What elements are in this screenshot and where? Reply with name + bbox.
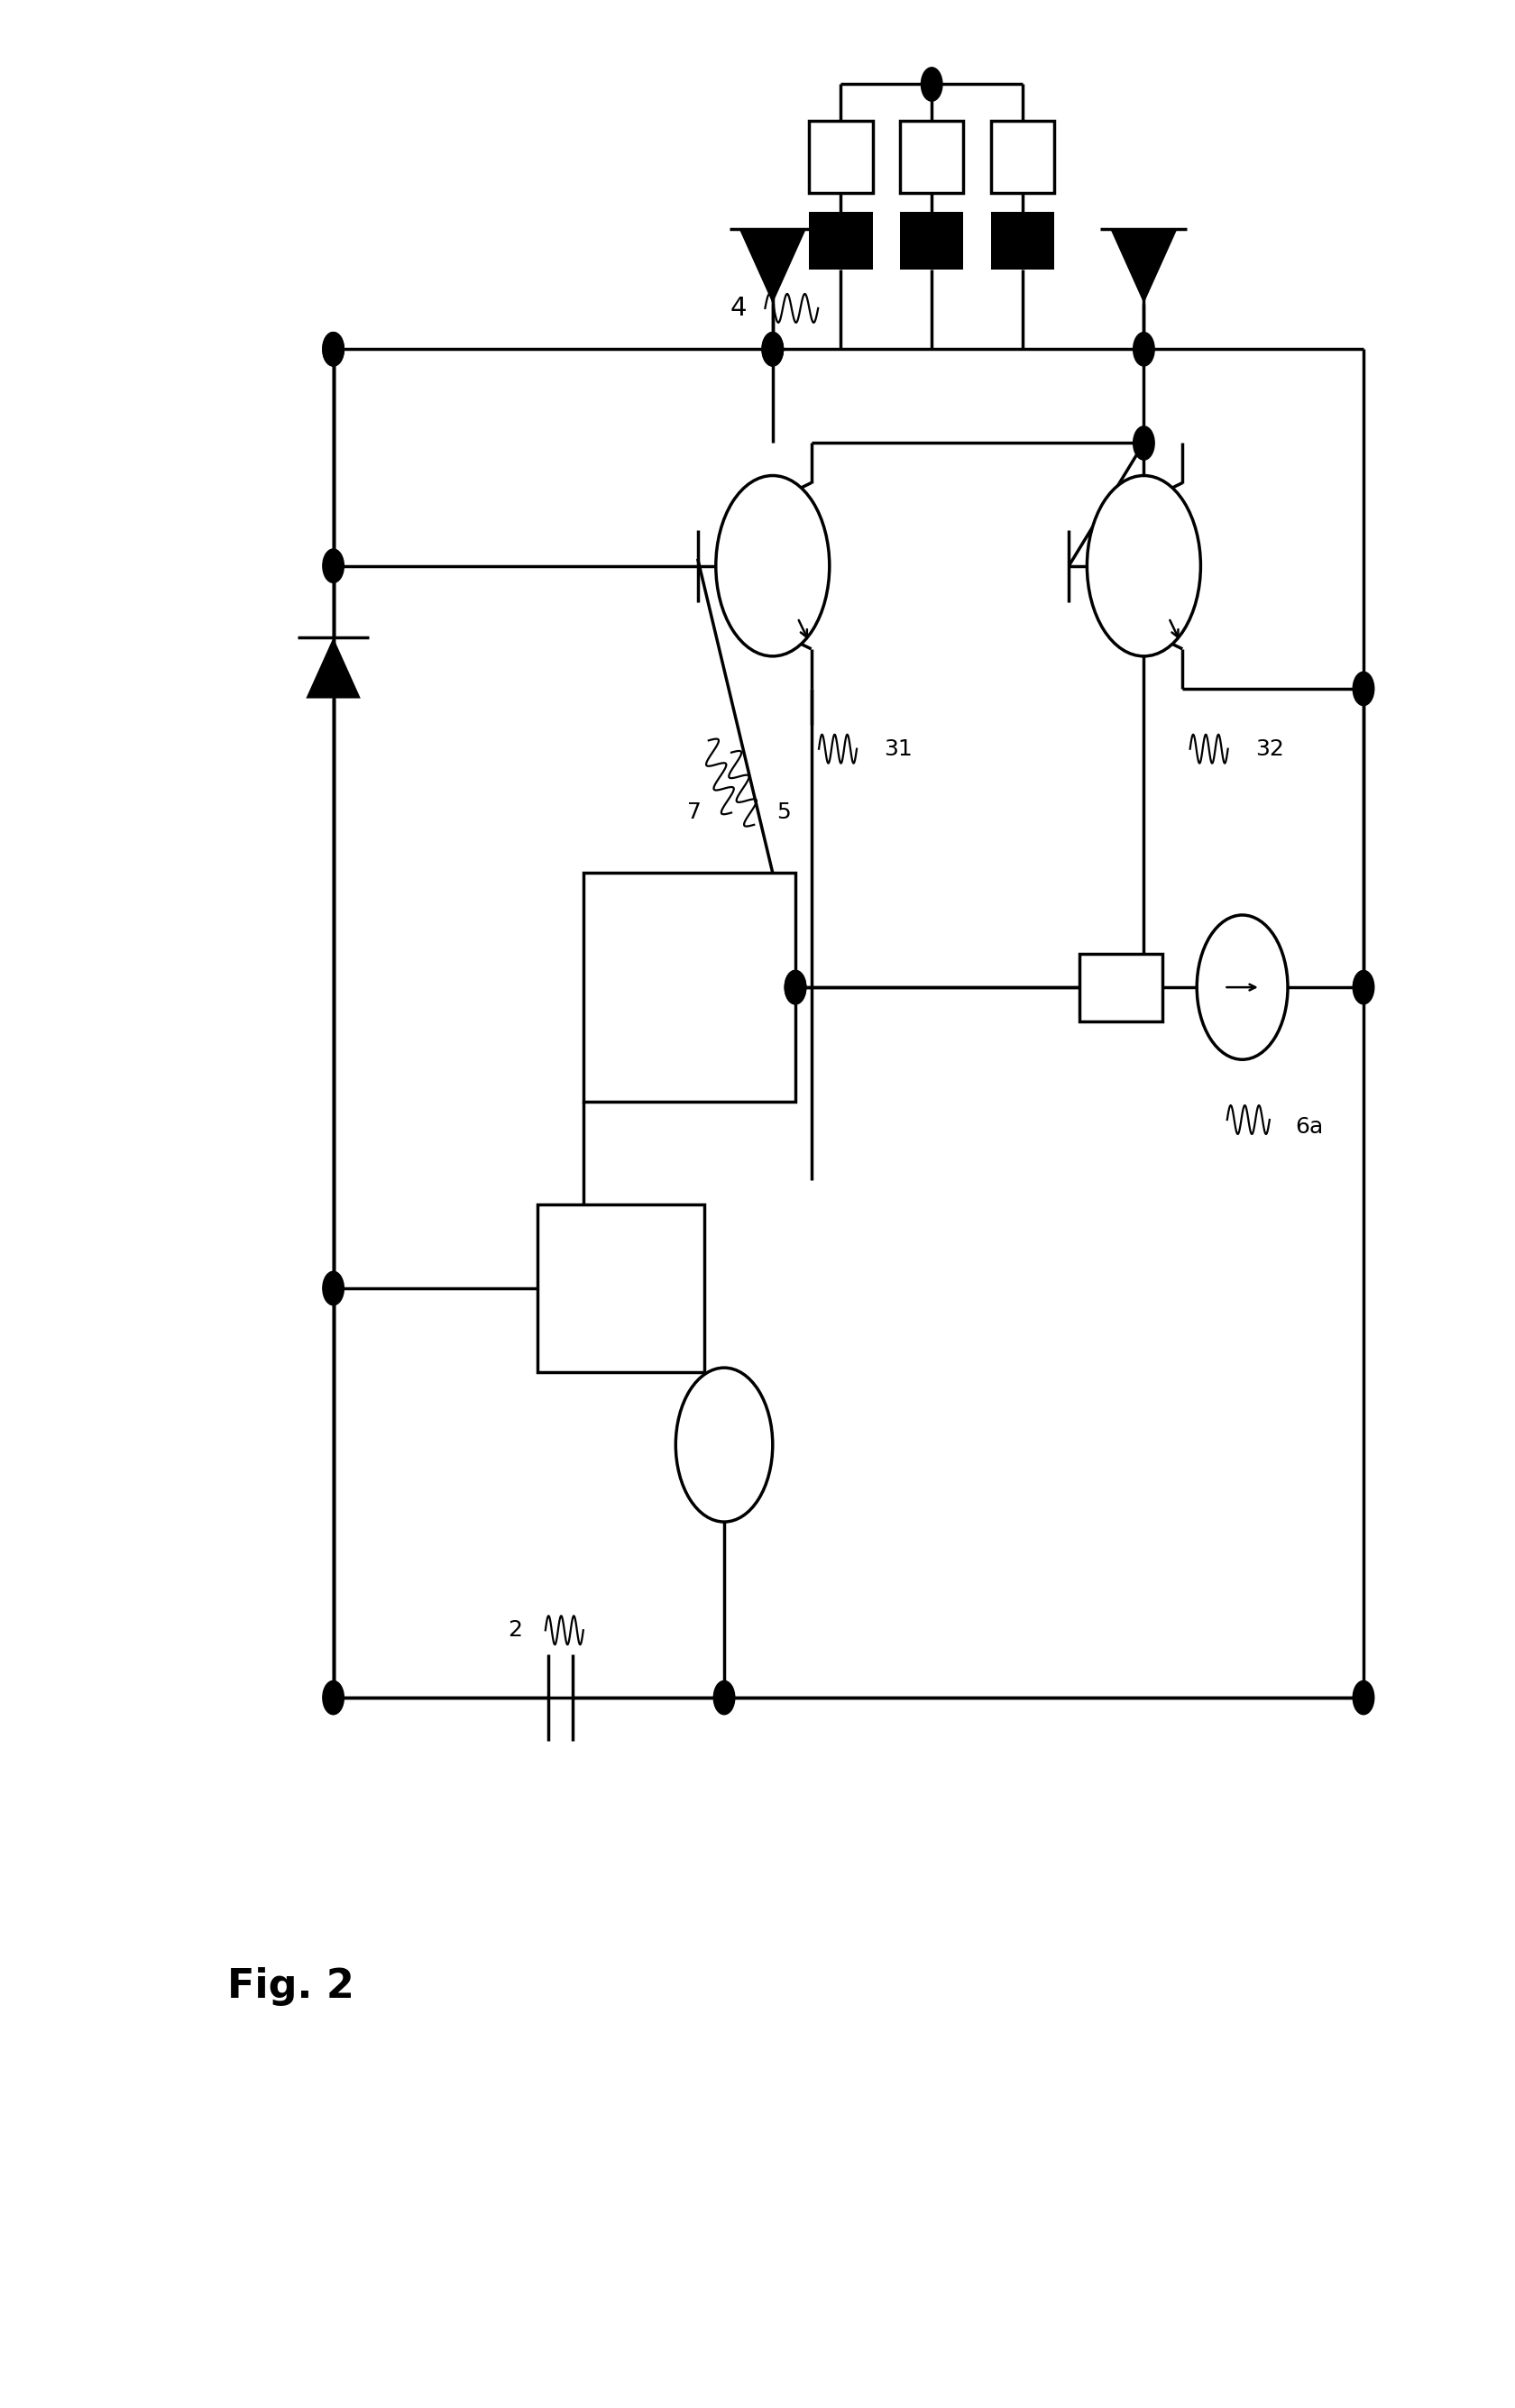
Circle shape <box>1197 915 1288 1060</box>
Circle shape <box>717 477 830 657</box>
Circle shape <box>762 332 783 366</box>
Text: 31: 31 <box>885 739 912 759</box>
Circle shape <box>1353 672 1374 706</box>
Polygon shape <box>739 229 806 303</box>
Bar <box>900 120 964 193</box>
Circle shape <box>1133 332 1154 366</box>
Bar <box>1079 954 1164 1021</box>
Circle shape <box>1353 1681 1374 1714</box>
Text: 5: 5 <box>777 802 791 824</box>
Bar <box>538 1204 704 1373</box>
Circle shape <box>714 1681 735 1714</box>
Bar <box>900 212 964 270</box>
Circle shape <box>323 1271 344 1305</box>
Bar <box>991 120 1054 193</box>
Circle shape <box>676 1368 773 1522</box>
Circle shape <box>323 549 344 583</box>
Polygon shape <box>306 638 361 698</box>
Circle shape <box>785 970 806 1004</box>
Circle shape <box>323 332 344 366</box>
Text: 6a: 6a <box>1295 1117 1324 1137</box>
Bar <box>809 120 873 193</box>
Circle shape <box>1353 970 1374 1004</box>
Circle shape <box>762 332 783 366</box>
Circle shape <box>1088 477 1200 657</box>
Circle shape <box>323 1681 344 1714</box>
Circle shape <box>1133 426 1154 460</box>
Text: 7: 7 <box>686 802 701 824</box>
Bar <box>583 874 795 1103</box>
Circle shape <box>785 970 806 1004</box>
Bar <box>991 212 1054 270</box>
Text: 2: 2 <box>508 1621 523 1640</box>
Text: 4: 4 <box>730 296 747 320</box>
Text: 32: 32 <box>1254 739 1283 759</box>
Circle shape <box>323 332 344 366</box>
Circle shape <box>921 67 942 101</box>
Bar <box>809 212 873 270</box>
Polygon shape <box>1110 229 1177 303</box>
Text: Fig. 2: Fig. 2 <box>227 1967 355 2006</box>
